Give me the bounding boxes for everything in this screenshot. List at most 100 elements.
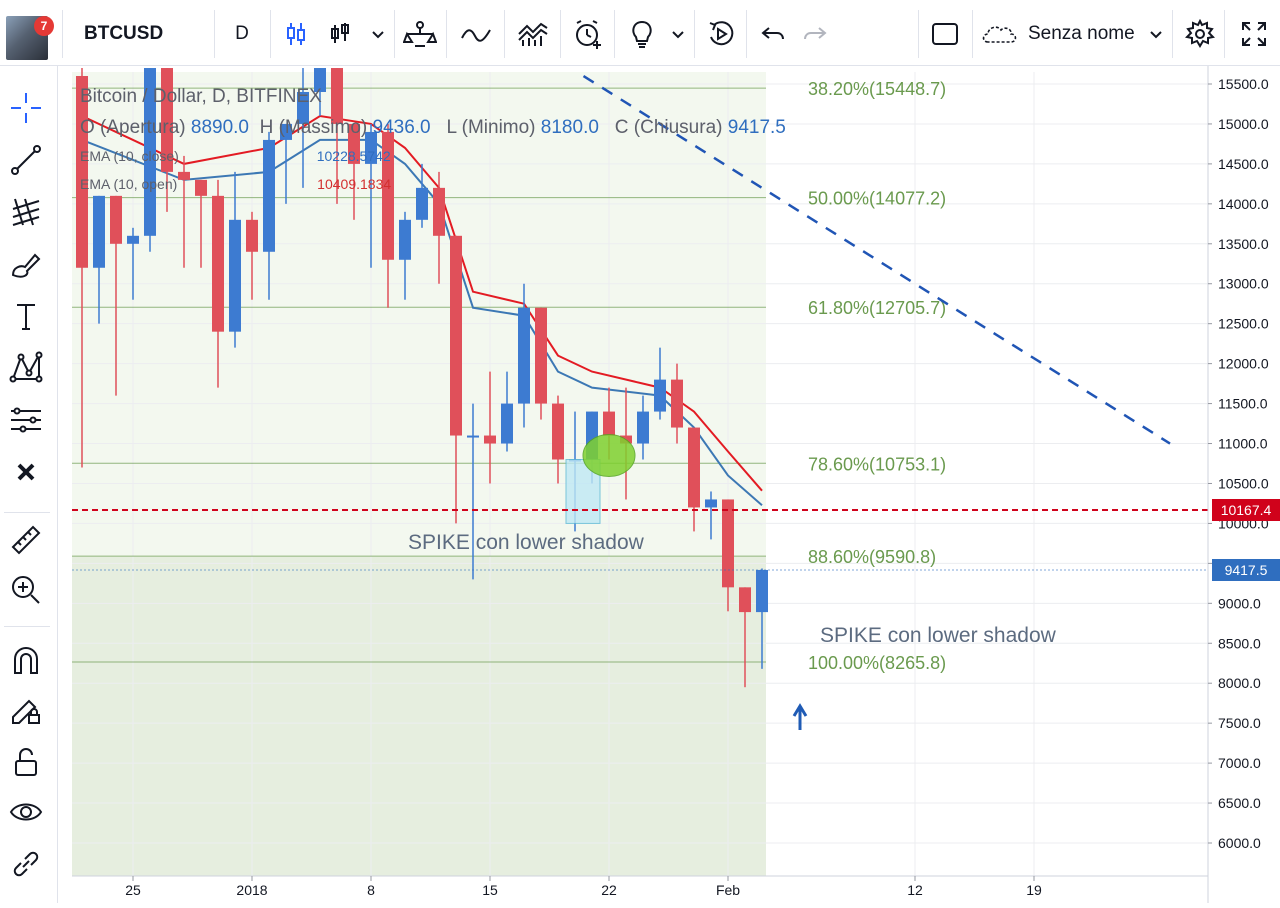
support-price-label: 10167.4 bbox=[1212, 499, 1280, 522]
toolbar-separator bbox=[694, 10, 695, 58]
candle-body bbox=[76, 76, 88, 268]
zoom-in-icon[interactable] bbox=[6, 570, 46, 610]
toolbar-separator bbox=[214, 10, 215, 58]
time-axis-label: 19 bbox=[1026, 882, 1042, 898]
price-axis-label: 6500.0 bbox=[1218, 795, 1261, 811]
candle-body bbox=[127, 235, 139, 244]
candle-body bbox=[501, 403, 513, 444]
candle-body bbox=[467, 435, 479, 438]
candle-body bbox=[654, 379, 666, 412]
candle-body bbox=[416, 187, 428, 220]
indicators-icon[interactable] bbox=[456, 14, 496, 54]
crosshair-icon[interactable] bbox=[6, 88, 46, 128]
remove-drawings-icon[interactable] bbox=[6, 452, 46, 492]
open-value: 8890.0 bbox=[190, 117, 249, 138]
price-axis-label: 13000.0 bbox=[1218, 276, 1269, 292]
bars-icon[interactable] bbox=[324, 14, 356, 54]
lock-drawing-pencil-icon[interactable] bbox=[6, 690, 46, 730]
link-icon[interactable] bbox=[6, 844, 46, 884]
price-axis-label: 7000.0 bbox=[1218, 755, 1261, 771]
candles-icon[interactable] bbox=[280, 14, 312, 54]
expand-icon[interactable] bbox=[1236, 14, 1272, 54]
candle-body bbox=[399, 219, 411, 260]
unlock-icon[interactable] bbox=[6, 742, 46, 782]
candle-body bbox=[671, 379, 683, 428]
trend-line-dashed bbox=[582, 74, 1171, 445]
ema-open-value: 10409.1834 bbox=[317, 176, 392, 192]
candle-body bbox=[280, 123, 292, 140]
financials-icon[interactable] bbox=[512, 14, 554, 54]
undo-icon[interactable] bbox=[756, 14, 790, 54]
highlight-ellipse bbox=[582, 434, 636, 478]
ema-close-label: EMA (10, close) bbox=[80, 148, 179, 164]
candle-body bbox=[297, 91, 309, 124]
sidebar-separator bbox=[4, 626, 50, 627]
annotation-text: SPIKE con lower shadow bbox=[408, 531, 645, 554]
ohlc-row: O (Apertura) 8890.0 H (Massimo) 9436.0 L… bbox=[80, 117, 786, 139]
ruler-icon[interactable] bbox=[6, 520, 46, 560]
legend-title[interactable]: Bitcoin / Dollar, D, BITFINEX bbox=[80, 86, 322, 108]
ema-close-row[interactable]: EMA (10, close) 10228.5742 bbox=[80, 148, 391, 164]
magnet-icon[interactable] bbox=[6, 640, 46, 680]
time-axis-label: Feb bbox=[716, 882, 740, 898]
ideas-lightbulb-icon[interactable] bbox=[624, 14, 660, 54]
time-axis-label: 2018 bbox=[236, 882, 267, 898]
fullscreen-rect-icon[interactable] bbox=[926, 14, 964, 54]
pattern-icon[interactable] bbox=[6, 348, 46, 388]
layout-menu-button[interactable]: Senza nome bbox=[980, 14, 1170, 54]
candle-body bbox=[161, 68, 173, 172]
candle-body bbox=[382, 131, 394, 260]
symbol-label: BTCUSD bbox=[84, 23, 164, 44]
candle-body bbox=[433, 187, 445, 236]
chevron-down-icon[interactable] bbox=[366, 14, 390, 54]
candle-body bbox=[263, 139, 275, 252]
top-toolbar: 7 BTCUSD D bbox=[0, 0, 1280, 66]
symbol-search-button[interactable]: BTCUSD bbox=[72, 14, 212, 54]
trend-line-icon[interactable] bbox=[6, 140, 46, 180]
toolbar-separator bbox=[1224, 10, 1225, 58]
chevron-down-icon[interactable] bbox=[666, 14, 690, 54]
legend-title-text: Bitcoin / Dollar, D, BITFINEX bbox=[80, 86, 322, 107]
toolbar-separator bbox=[394, 10, 395, 58]
drawing-toolbar bbox=[0, 66, 58, 903]
fib-level-label: 50.00%(14077.2) bbox=[808, 189, 946, 209]
brush-icon[interactable] bbox=[6, 244, 46, 284]
interval-button[interactable]: D bbox=[222, 14, 262, 54]
price-axis-label: 13500.0 bbox=[1218, 236, 1269, 252]
eye-icon[interactable] bbox=[6, 792, 46, 832]
toolbar-separator bbox=[614, 10, 615, 58]
candle-body bbox=[331, 68, 343, 124]
annotation-text: SPIKE con lower shadow bbox=[820, 624, 1057, 647]
fib-retracement-icon[interactable] bbox=[6, 192, 46, 232]
candle-body bbox=[688, 427, 700, 508]
ema-open-row[interactable]: EMA (10, open) 10409.1834 bbox=[80, 176, 391, 192]
cloud-icon bbox=[982, 26, 1017, 43]
close-label: C (Chiusura) bbox=[614, 117, 723, 138]
fib-level-label: 100.00%(8265.8) bbox=[808, 653, 946, 673]
toolbar-separator bbox=[972, 10, 973, 58]
settings-gear-icon[interactable] bbox=[1182, 14, 1218, 54]
redo-icon[interactable] bbox=[798, 14, 832, 54]
high-value: 9436.0 bbox=[372, 117, 431, 138]
replay-icon[interactable] bbox=[702, 14, 740, 54]
candle-body bbox=[246, 219, 258, 252]
price-axis-label: 12500.0 bbox=[1218, 316, 1269, 332]
candle-body bbox=[110, 195, 122, 244]
fib-level-label: 78.60%(10753.1) bbox=[808, 454, 946, 474]
price-axis-label: 7500.0 bbox=[1218, 715, 1261, 731]
prediction-measure-icon[interactable] bbox=[6, 400, 46, 440]
candle-body bbox=[637, 411, 649, 444]
chart-area[interactable]: 38.20%(15448.7) 50.00%(14077.2) 61.80%(127… bbox=[62, 66, 1280, 903]
candle-body bbox=[348, 123, 360, 164]
alert-icon[interactable] bbox=[568, 14, 608, 54]
sidebar-separator bbox=[4, 512, 50, 513]
toolbar-separator bbox=[1172, 10, 1173, 58]
notification-badge: 7 bbox=[34, 16, 54, 36]
compare-icon[interactable] bbox=[400, 14, 440, 54]
open-label: O (Apertura) bbox=[80, 117, 186, 138]
text-tool-icon[interactable] bbox=[6, 296, 46, 336]
fib-level-label: 38.20%(15448.7) bbox=[808, 79, 946, 99]
candle-body bbox=[144, 68, 156, 236]
price-axis-label: 12000.0 bbox=[1218, 356, 1269, 372]
candle-body bbox=[450, 235, 462, 436]
